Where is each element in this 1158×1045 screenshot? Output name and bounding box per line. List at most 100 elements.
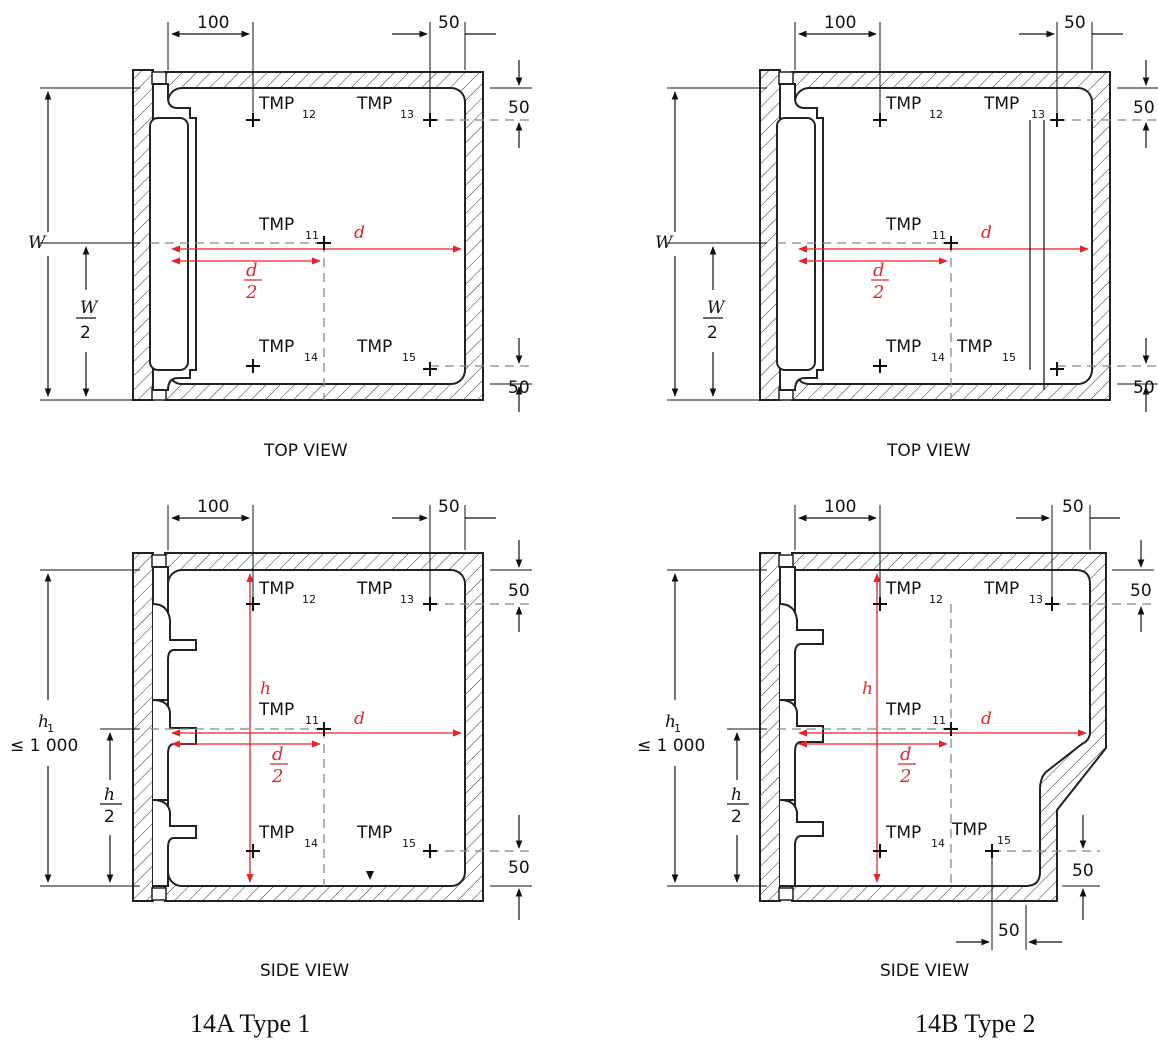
tmp-13-label: TMP 13: [356, 94, 414, 121]
tmp-14-label: TMP 14: [258, 337, 318, 364]
dim-50-label: 50: [508, 858, 530, 878]
dim-100-label: 100: [824, 13, 856, 33]
svg-text:13: 13: [400, 593, 414, 606]
var-two-label: 2: [899, 766, 911, 787]
svg-text:TMP: TMP: [356, 823, 392, 843]
tmp-12-label: TMP 12: [885, 94, 943, 121]
var-two-label: 2: [271, 766, 283, 787]
svg-text:TMP: TMP: [258, 823, 294, 843]
svg-text:1: 1: [674, 722, 681, 735]
svg-text:TMP: TMP: [258, 94, 294, 114]
var-h-red-label: h: [260, 679, 271, 699]
var-h-label: h: [731, 785, 742, 805]
tmp-13-label: TMP 13: [983, 94, 1045, 121]
tmp-13-label: TMP 13: [983, 579, 1043, 606]
var-w-label: W: [707, 298, 726, 318]
svg-text:12: 12: [929, 108, 943, 121]
dim-50-label: 50: [508, 98, 530, 118]
tmp-12-label: TMP 12: [258, 579, 316, 606]
svg-text:1: 1: [47, 722, 54, 735]
var-d-label: d: [981, 709, 992, 729]
top-view-title: TOP VIEW: [263, 441, 348, 461]
tmp-14-label: TMP 14: [885, 337, 945, 364]
svg-text:TMP: TMP: [258, 700, 294, 720]
svg-text:12: 12: [302, 593, 316, 606]
tmp-13-label: TMP 13: [356, 579, 414, 606]
h1-limit-label: ≤ 1 000: [10, 736, 78, 756]
tmp-11-label: TMP 11: [258, 700, 319, 727]
var-two-label: 2: [245, 282, 257, 303]
var-d-label: d: [246, 260, 258, 281]
dim-50-label: 50: [1064, 13, 1086, 33]
side-view-type1: 100 50 50 50 h 1 ≤ 1 000 h 2 h d d 2 TMP…: [10, 497, 532, 981]
svg-text:15: 15: [402, 837, 416, 850]
tmp-11-label: TMP 11: [258, 215, 319, 242]
svg-text:14: 14: [931, 837, 945, 850]
var-h-red-label: h: [862, 679, 873, 699]
top-view-title: TOP VIEW: [886, 441, 971, 461]
var-two-label: 2: [80, 323, 91, 343]
svg-text:15: 15: [1002, 351, 1016, 364]
svg-text:11: 11: [305, 229, 319, 242]
svg-text:TMP: TMP: [258, 337, 294, 357]
side-view-title: SIDE VIEW: [880, 961, 969, 981]
svg-text:15: 15: [997, 834, 1011, 847]
svg-text:15: 15: [402, 351, 416, 364]
svg-text:13: 13: [1029, 593, 1043, 606]
dim-50-label: 50: [1133, 378, 1155, 398]
dim-100-label: 100: [824, 497, 856, 517]
tmp-15-label: TMP 15: [956, 337, 1016, 364]
dim-50-label: 50: [438, 13, 460, 33]
var-w-label: W: [28, 233, 47, 253]
svg-text:TMP: TMP: [356, 94, 392, 114]
caption-type2: 14B Type 2: [915, 1009, 1035, 1038]
dim-50-label: 50: [1062, 497, 1084, 517]
svg-text:TMP: TMP: [885, 823, 921, 843]
tmp-12-label: TMP 12: [258, 94, 316, 121]
dim-100-label: 100: [197, 13, 229, 33]
svg-text:14: 14: [304, 837, 318, 850]
var-two-label: 2: [872, 282, 884, 303]
dim-50-label: 50: [508, 581, 530, 601]
svg-text:12: 12: [302, 108, 316, 121]
svg-text:14: 14: [304, 351, 318, 364]
tmp-15-label: TMP 15: [356, 337, 416, 364]
svg-text:11: 11: [305, 714, 319, 727]
top-view-type1: 100 50 50 50 W W 2 d d 2 TMP 12 TMP 13 TMP…: [28, 13, 532, 461]
top-view-type2: 100 50 50 50 W W 2 d d 2 TMP 12 TMP 13 TMP…: [655, 13, 1158, 461]
svg-text:TMP: TMP: [885, 94, 921, 114]
side-view-title: SIDE VIEW: [260, 961, 349, 981]
svg-text:TMP: TMP: [258, 579, 294, 599]
var-w-label: W: [80, 298, 99, 318]
svg-text:TMP: TMP: [356, 337, 392, 357]
svg-text:TMP: TMP: [885, 215, 921, 235]
caption-type1: 14A Type 1: [190, 1009, 310, 1038]
h1-limit-label: ≤ 1 000: [637, 736, 705, 756]
svg-text:12: 12: [929, 593, 943, 606]
dim-100-label: 100: [197, 497, 229, 517]
dim-50-label: 50: [438, 497, 460, 517]
svg-text:TMP: TMP: [885, 337, 921, 357]
h1-label: h 1: [665, 712, 681, 735]
var-d-label: d: [354, 709, 365, 729]
h1-label: h 1: [38, 712, 54, 735]
svg-text:TMP: TMP: [356, 579, 392, 599]
var-w-label: W: [655, 233, 674, 253]
svg-text:13: 13: [1031, 108, 1045, 121]
var-d-label: d: [272, 744, 284, 765]
svg-text:13: 13: [400, 108, 414, 121]
svg-text:14: 14: [931, 351, 945, 364]
svg-text:11: 11: [932, 229, 946, 242]
var-d-label: d: [900, 744, 912, 765]
svg-text:TMP: TMP: [258, 215, 294, 235]
tmp-14-label: TMP 14: [885, 823, 945, 850]
tmp-15-label: TMP 15: [356, 823, 416, 850]
svg-text:TMP: TMP: [983, 94, 1019, 114]
tmp-15-label: TMP 15: [951, 820, 1011, 847]
svg-text:h: h: [38, 712, 49, 732]
tmp-12-label: TMP 12: [885, 579, 943, 606]
var-h-label: h: [104, 785, 115, 805]
svg-text:TMP: TMP: [951, 820, 987, 840]
svg-text:TMP: TMP: [885, 700, 921, 720]
